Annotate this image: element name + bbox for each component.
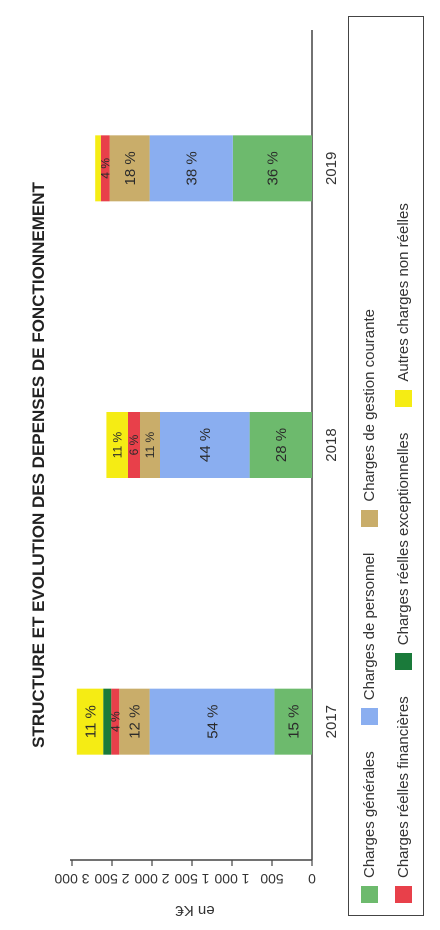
legend-item: Charges générales: [360, 751, 378, 903]
y-tick-label: 2 000: [134, 871, 169, 887]
y-tick-label: 1 500: [174, 871, 209, 887]
bar-segment: [128, 412, 140, 478]
bar-segment: [106, 412, 129, 478]
legend-item: Charges réelles financières: [394, 696, 412, 903]
y-axis-label: en K€: [175, 902, 215, 919]
data-label: 6 %: [127, 434, 141, 455]
legend-label: Charges de personnel: [360, 552, 378, 701]
data-label: 54 %: [204, 705, 221, 739]
legend-label: Autres charges non réelles: [394, 203, 412, 382]
bar-segment: [111, 688, 120, 755]
tick-labels: 0 500 1 000 1 500 2 000 2 500 3 000 2017 2018 201…: [54, 152, 340, 887]
data-label: 18 %: [122, 151, 139, 185]
data-label: 11 %: [82, 705, 99, 738]
legend-swatch: [394, 886, 412, 903]
data-label: 4 %: [98, 158, 112, 179]
legend-label: Charges réelles financières: [394, 696, 412, 878]
legend: Charges générales Charges de personnel Cha…: [348, 16, 424, 916]
legend-swatch: [394, 653, 412, 671]
data-label: 38 %: [183, 151, 200, 185]
bar-segment: [149, 688, 275, 755]
bar-segment: [103, 688, 112, 755]
legend-swatch: [360, 509, 378, 527]
data-label: 12 %: [127, 705, 144, 739]
y-tick-label: 1 000: [214, 871, 249, 887]
legend-item: Charges réelles exceptionnelles: [394, 432, 412, 671]
bar-segment: [160, 412, 250, 478]
bar-segment: [149, 135, 233, 202]
legend-label: Charges de gestion courante: [360, 309, 378, 502]
bar-segment: [232, 135, 312, 202]
bars: 15 %54 %12 %4 %11 %28 %44 %11 %6 %11 %36…: [76, 135, 313, 755]
legend-label: Charges réelles exceptionnelles: [394, 432, 412, 646]
bar-segment: [95, 135, 101, 202]
legend-item: Charges de gestion courante: [360, 309, 378, 527]
data-label: 15 %: [285, 705, 302, 739]
y-tick-label: 3 000: [54, 871, 89, 887]
chart-title: STRUCTURE ET EVOLUTION DES DEPENSES DE F…: [29, 182, 48, 748]
data-label: 44 %: [197, 428, 214, 462]
data-label: 28 %: [273, 428, 290, 462]
bar-segment: [274, 688, 312, 755]
bar-segment: [100, 135, 110, 202]
bar-segment: [119, 688, 150, 755]
bar-segment: [140, 412, 160, 478]
y-tick-label: 500: [260, 871, 284, 887]
x-tick-label: 2017: [323, 705, 340, 738]
legend-swatch: [360, 708, 378, 726]
legend-item: Charges de personnel: [360, 552, 378, 726]
data-label: 11 %: [110, 431, 124, 458]
legend-label: Charges générales: [360, 751, 378, 878]
legend-item: Autres charges non réelles: [394, 203, 412, 407]
y-tick-label: 2 500: [94, 871, 129, 887]
legend-row: Charges réelles financières Charges réell…: [391, 177, 415, 903]
x-tick-label: 2019: [323, 152, 340, 185]
y-tick-label: 0: [308, 871, 316, 887]
data-label: 4 %: [108, 711, 122, 732]
bar-segment: [76, 688, 104, 755]
bar-segment: [249, 412, 313, 478]
bar-segment: [109, 135, 150, 202]
x-tick-label: 2018: [323, 428, 340, 461]
legend-row: Charges générales Charges de personnel Cha…: [357, 283, 381, 903]
data-label: 11 %: [143, 431, 157, 458]
data-label: 36 %: [265, 151, 282, 185]
legend-swatch: [360, 886, 378, 903]
legend-swatch: [394, 389, 412, 407]
